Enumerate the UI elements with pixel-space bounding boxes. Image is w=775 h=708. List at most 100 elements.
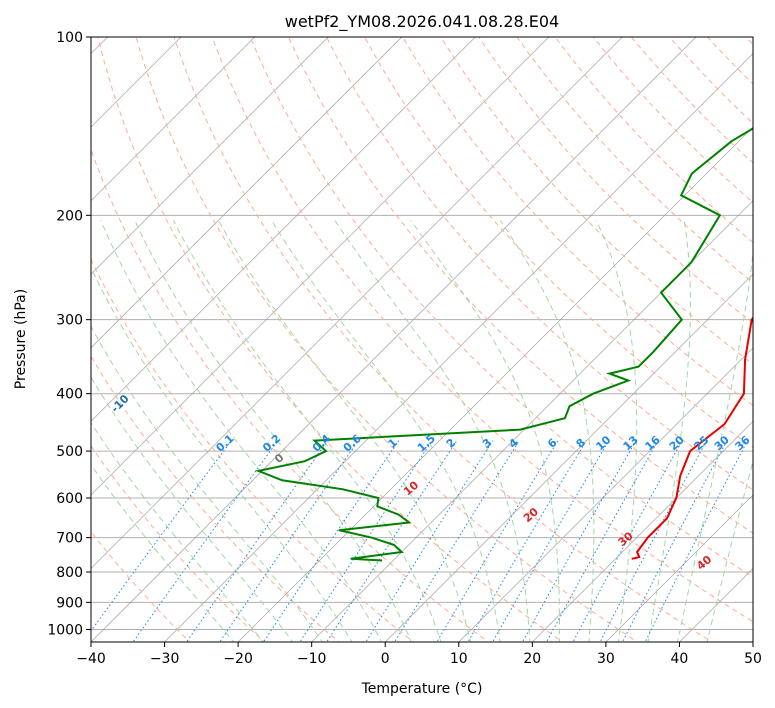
moist-adiabat-line [91,422,264,642]
isotherm-line [311,200,753,642]
dewpoint-profile-line [254,127,753,562]
dry-adiabat-line [516,37,753,284]
moist-adiabat-line [676,249,753,642]
mixing-ratio-line [91,440,232,632]
x-tick-label: 50 [744,651,762,667]
moist-adiabat-line [271,220,501,642]
moist-adiabat-line [91,464,235,642]
x-tick-label: −20 [223,651,253,667]
plot-frame [90,36,754,643]
mixing-ratio-line [185,440,329,642]
chart-title: wetPf2_YM08.2026.041.08.28.E04 [285,12,559,32]
mixing-ratio-line [572,440,683,642]
isotherm-line [531,420,753,642]
moist-adiabat-line [218,220,472,642]
moist-adiabat-line [334,220,531,642]
mixing-ratio-label: 13 [621,433,641,453]
mixing-ratio-label: 8 [574,436,588,451]
dry-adiabat-line [771,24,775,645]
x-tick-label: 10 [450,651,468,667]
y-tick-label: 700 [56,531,83,547]
isotherm-line [91,37,182,128]
x-tick-label: 20 [523,651,541,667]
dry-adiabat-line [91,258,415,642]
dry-adiabat-line [91,531,191,642]
dry-adiabat-line [364,37,753,449]
isotherm-line [91,37,624,570]
mixing-ratio-line [365,440,494,642]
dry-adiabat-label: -10 [108,392,131,415]
isotherm-line [458,347,753,642]
dry-adiabat-label: -20 [27,351,50,374]
y-tick-label: 600 [56,491,83,507]
dry-adiabat-line [325,37,753,491]
moist-adiabat-line [499,220,595,642]
dry-adiabat-line [91,148,489,642]
mixing-ratio-label: 3 [480,436,494,451]
y-axis-title: Pressure (hPa) [13,289,29,389]
mixing-ratio-label: 6 [545,436,560,451]
y-tick-label: 100 [56,30,83,46]
y-tick-label: 1000 [47,622,83,638]
mixing-ratio-line [219,440,359,642]
isotherm-line [237,126,753,642]
isotherm-line [752,641,753,642]
moist-adiabat-label: 30 [616,529,636,549]
y-tick-label: 300 [56,313,83,329]
mixing-ratio-label: 20 [667,433,687,453]
moist-adiabat-label: 20 [521,505,541,525]
mixing-ratio-line [262,440,400,642]
plot-area [91,24,775,645]
moist-adiabat-line [410,220,560,642]
temperature-profile-line [631,316,753,560]
adiabat-labels: 0.10.20.40.611.52346810131620253036-100-… [27,351,753,573]
mixing-ratio-line [467,440,587,642]
y-tick-label: 500 [56,444,83,460]
x-tick-label: 40 [670,651,688,667]
x-tick-label: −40 [76,651,106,667]
moist-adiabat-label: 0 [272,451,286,466]
mixing-ratio-line [492,440,610,642]
mixing-ratio-line [299,440,433,642]
moist-adiabat-line [91,376,294,642]
y-tick-label: 400 [56,387,83,403]
x-tick-label: −30 [150,651,180,667]
mixing-ratio-label: 2 [444,436,458,451]
dry-adiabat-line [440,37,753,365]
y-tick-label: 900 [56,595,83,611]
dry-adiabat-line [287,37,753,534]
dry-adiabat-line [402,37,753,407]
moist-adiabat-line [595,220,638,642]
dry-adiabat-line [668,37,753,125]
isotherm-line [91,37,256,202]
x-tick-label: −10 [297,651,327,667]
dry-adiabat-line [592,37,753,204]
moist-adiabat-line [134,220,412,642]
mixing-ratio-label: 30 [712,433,732,453]
dry-adiabat-line [744,37,753,46]
dry-adiabat-line [249,37,753,578]
dry-adiabat-line [135,37,639,642]
mixing-ratio-line [326,440,458,642]
dry-adiabat-line [630,37,753,164]
isotherm-line [91,37,476,422]
mixing-ratio-label: 10 [593,433,613,453]
dry-adiabat-line [706,37,753,85]
isotherm-line [163,52,753,642]
mixing-ratio-label: 16 [643,433,663,453]
mixing-ratio-label: 36 [733,433,753,453]
moist-adiabat-line [173,220,442,642]
moist-adiabat-line [100,220,383,642]
dry-adiabat-line [91,445,266,642]
moist-adiabat-label: 10 [401,478,421,498]
dry-adiabat-line [173,37,713,642]
dry-adiabat-line [97,37,564,642]
moist-adiabat-label: 40 [694,553,714,573]
isotherm-line [91,37,329,275]
mixing-ratio-line [621,440,728,642]
isotherm-line [384,273,753,642]
moist-adiabat-line [91,266,353,642]
mixing-ratio-label: 1 [386,436,400,451]
isotherm-line [91,37,403,349]
x-axis-title: Temperature (°C) [361,681,483,697]
